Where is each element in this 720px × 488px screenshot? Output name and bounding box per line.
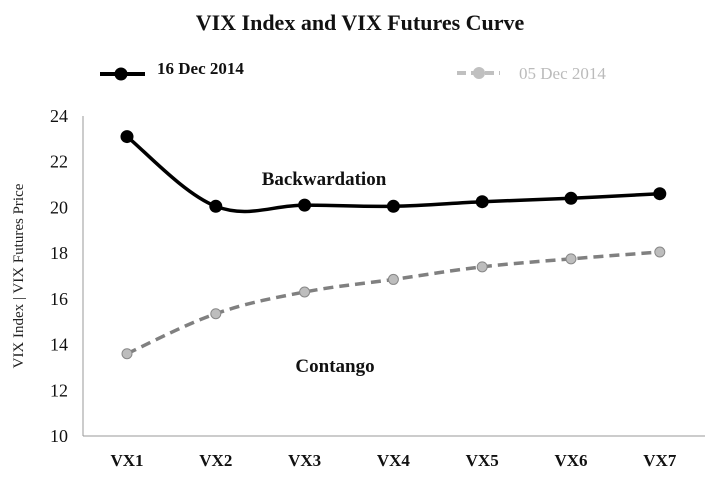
y-tick-label: 24 (50, 106, 68, 126)
x-tick-label: VX6 (554, 451, 587, 470)
data-point (653, 187, 667, 201)
y-tick-label: 22 (50, 152, 68, 172)
annotation-contango: Contango (295, 356, 374, 377)
y-tick-label: 16 (50, 289, 68, 309)
chart-title: VIX Index and VIX Futures Curve (196, 10, 525, 35)
x-tick-label: VX4 (377, 451, 411, 470)
data-point (210, 308, 222, 320)
x-tick-label: VX7 (643, 451, 677, 470)
data-point (298, 198, 312, 212)
y-tick-label: 18 (50, 243, 68, 263)
legend-label-series-2: 05 Dec 2014 (519, 64, 606, 83)
data-point (565, 253, 577, 265)
x-ticks: VX1 VX2 VX3 VX4 VX5 VX6 VX7 (110, 451, 676, 470)
series-2 (121, 246, 666, 360)
series-1 (120, 130, 667, 214)
annotation-backwardation: Backwardation (262, 169, 387, 190)
legend-marker-series-2 (473, 67, 485, 79)
x-tick-label: VX5 (466, 451, 499, 470)
data-point (386, 199, 400, 213)
data-point (564, 191, 578, 205)
data-point (299, 286, 311, 298)
data-point (476, 261, 488, 273)
y-tick-label: 20 (50, 197, 68, 217)
x-tick-label: VX3 (288, 451, 321, 470)
x-tick-label: VX1 (110, 451, 143, 470)
data-point (121, 348, 133, 360)
y-tick-label: 14 (50, 335, 68, 355)
legend-item-series-2: 05 Dec 2014 (457, 64, 606, 83)
y-tick-label: 10 (50, 426, 68, 446)
data-point (475, 195, 489, 209)
data-point (209, 199, 223, 213)
legend: 16 Dec 2014 05 Dec 2014 (100, 59, 606, 83)
x-tick-label: VX2 (199, 451, 232, 470)
series-line (126, 250, 660, 356)
data-point (654, 246, 666, 258)
legend-label-series-1: 16 Dec 2014 (157, 59, 244, 78)
y-tick-label: 12 (50, 380, 68, 400)
y-ticks: 10 12 14 16 18 20 22 24 (50, 106, 68, 446)
legend-marker-series-1 (114, 67, 128, 81)
legend-item-series-1: 16 Dec 2014 (100, 59, 244, 81)
data-point (120, 130, 134, 144)
series-group (120, 130, 667, 360)
y-axis-label: VIX Index | VIX Futures Price (11, 183, 27, 368)
data-point (387, 273, 399, 285)
